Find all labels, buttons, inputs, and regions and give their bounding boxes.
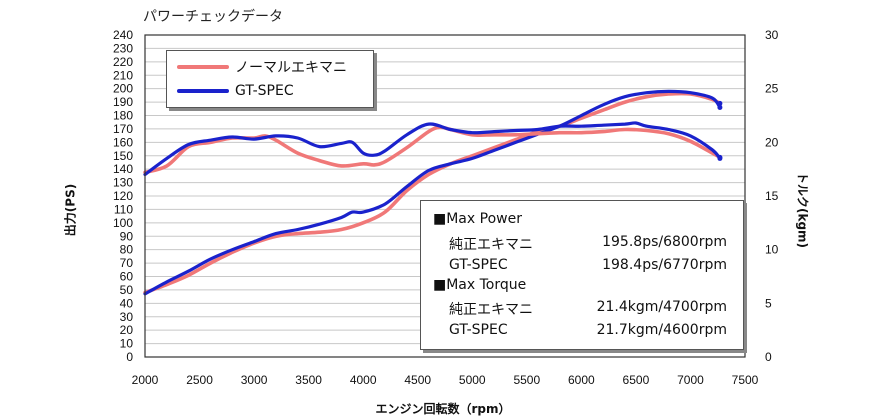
y-tick-left-label: 150 xyxy=(113,149,133,163)
y-tick-left-label: 230 xyxy=(113,41,133,55)
x-tick-label: 6500 xyxy=(623,373,650,387)
y-tick-left-label: 30 xyxy=(120,310,134,324)
plot-frame xyxy=(144,34,746,358)
x-tick-label: 2000 xyxy=(132,373,159,387)
y-tick-left-label: 140 xyxy=(113,162,133,176)
series-line-power-normal xyxy=(143,91,722,295)
y-tick-left-label: 0 xyxy=(126,350,133,364)
series-line-torque-gtspec xyxy=(143,121,722,177)
legend-item-gtspec: GT-SPEC xyxy=(177,81,294,101)
x-tick-label: 5000 xyxy=(459,373,486,387)
max-power-gtspec-value: 198.4ps/6770rpm xyxy=(602,257,727,273)
max-torque-gtspec-value: 21.7kgm/4600rpm xyxy=(596,322,727,338)
max-torque-normal-name: 純正エキマニ xyxy=(449,302,533,318)
y-tick-left-label: 90 xyxy=(120,229,134,243)
max-power-normal-value: 195.8ps/6800rpm xyxy=(602,234,727,250)
max-torque-normal-value: 21.4kgm/4700rpm xyxy=(596,299,727,315)
y-tick-right-label: 25 xyxy=(765,82,779,96)
y-tick-right-label: 15 xyxy=(765,189,779,203)
y-tick-left-label: 100 xyxy=(113,216,133,230)
y-axis-right-label: トルク(kgm) xyxy=(795,171,810,249)
legend-item-normal: ノーマルエキマニ xyxy=(177,57,347,77)
y-tick-left-label: 70 xyxy=(120,256,134,270)
x-tick-label: 3000 xyxy=(241,373,268,387)
x-tick-label: 6000 xyxy=(568,373,595,387)
x-axis-label: エンジン回転数（rpm） xyxy=(375,402,511,416)
y-tick-left-label: 220 xyxy=(113,55,133,69)
x-tick-label: 4500 xyxy=(404,373,431,387)
y-tick-left-label: 40 xyxy=(120,296,134,310)
x-tick-label: 2500 xyxy=(186,373,213,387)
y-tick-left-label: 190 xyxy=(113,95,133,109)
y-tick-left-label: 20 xyxy=(120,323,134,337)
y-tick-left-label: 200 xyxy=(113,82,133,96)
x-tick-label: 5500 xyxy=(513,373,540,387)
y-tick-left-label: 240 xyxy=(113,28,133,42)
y-tick-left-label: 210 xyxy=(113,68,133,82)
plot-border xyxy=(144,34,746,358)
y-tick-left-label: 170 xyxy=(113,122,133,136)
series-end-marker xyxy=(717,104,723,110)
y-tick-left-label: 10 xyxy=(120,337,134,351)
max-torque-heading: ■Max Torque xyxy=(433,277,527,293)
legend-swatch-normal xyxy=(177,65,229,69)
max-power-gtspec-name: GT-SPEC xyxy=(449,257,508,273)
x-tick-label: 7500 xyxy=(732,373,759,387)
y-tick-left-label: 50 xyxy=(120,283,134,297)
y-tick-left-label: 80 xyxy=(120,243,134,257)
legend-label-gtspec: GT-SPEC xyxy=(235,83,294,99)
x-tick-label: 4000 xyxy=(350,373,377,387)
x-tick-label: 3500 xyxy=(295,373,322,387)
chart-title: パワーチェックデータ xyxy=(143,9,283,25)
y-tick-left-label: 130 xyxy=(113,176,133,190)
y-tick-left-label: 120 xyxy=(113,189,133,203)
y-tick-right-label: 30 xyxy=(765,28,779,42)
y-tick-left-label: 160 xyxy=(113,135,133,149)
series-end-marker xyxy=(717,155,723,161)
y-tick-left-label: 60 xyxy=(120,270,134,284)
x-tick-label: 7000 xyxy=(677,373,704,387)
max-power-heading: ■Max Power xyxy=(433,211,522,227)
max-torque-gtspec-name: GT-SPEC xyxy=(449,322,508,338)
series-line-power-gtspec xyxy=(143,89,722,296)
y-axis-left-label: 出力(PS) xyxy=(63,183,78,237)
y-tick-right-label: 5 xyxy=(765,296,772,310)
tick-labels: 0102030405060708090100110120130140150160… xyxy=(113,28,779,387)
legend: ノーマルエキマニ GT-SPEC xyxy=(166,50,374,108)
max-power-normal-name: 純正エキマニ xyxy=(449,237,533,253)
max-values-box: ■Max Power 純正エキマニ 195.8ps/6800rpm GT-SPE… xyxy=(420,200,744,350)
y-tick-left-label: 110 xyxy=(114,202,133,216)
y-tick-right-label: 20 xyxy=(765,135,779,149)
y-tick-right-label: 0 xyxy=(765,350,772,364)
y-tick-left-label: 180 xyxy=(113,109,133,123)
series-lines xyxy=(143,89,723,296)
legend-swatch-gtspec xyxy=(177,89,229,93)
legend-label-normal: ノーマルエキマニ xyxy=(235,60,347,76)
y-tick-right-label: 10 xyxy=(765,243,779,257)
series-line-torque-normal xyxy=(143,125,722,175)
